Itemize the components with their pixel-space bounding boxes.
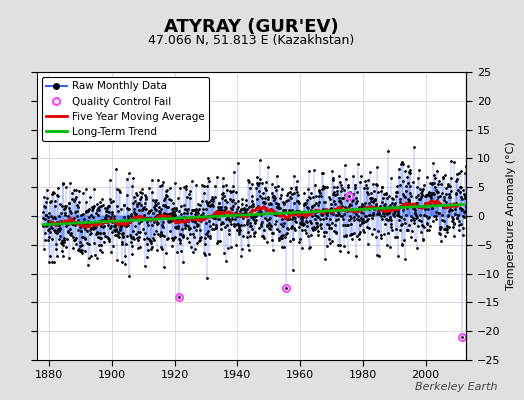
Text: ATYRAY (GUR'EV): ATYRAY (GUR'EV) [164,18,339,36]
Text: Berkeley Earth: Berkeley Earth [416,382,498,392]
Legend: Raw Monthly Data, Quality Control Fail, Five Year Moving Average, Long-Term Tren: Raw Monthly Data, Quality Control Fail, … [42,77,209,141]
Y-axis label: Temperature Anomaly (°C): Temperature Anomaly (°C) [506,142,516,290]
Text: 47.066 N, 51.813 E (Kazakhstan): 47.066 N, 51.813 E (Kazakhstan) [148,34,355,47]
